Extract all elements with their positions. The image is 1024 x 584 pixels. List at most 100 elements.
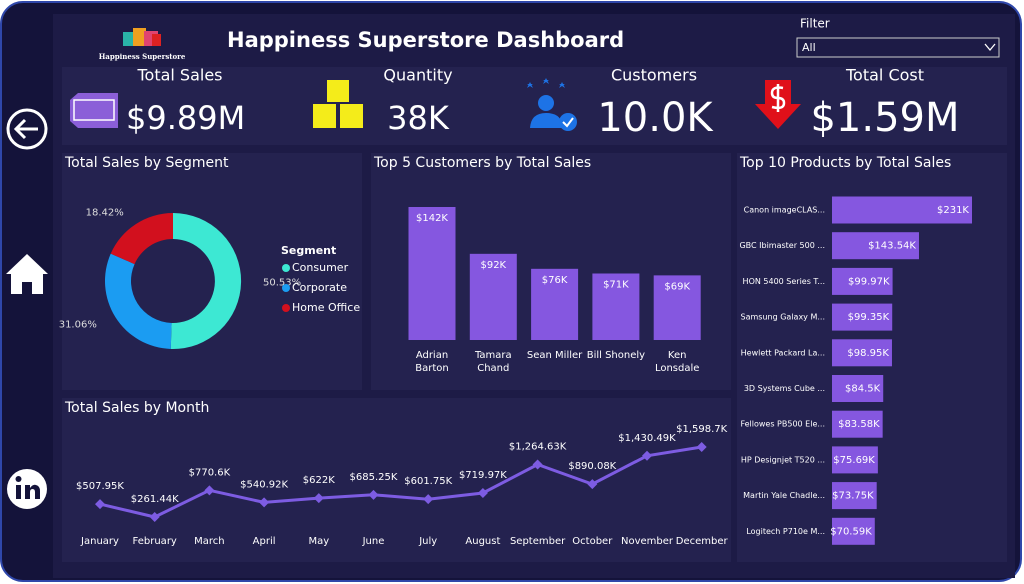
bar-label: $142K [416, 213, 448, 224]
logo [123, 28, 161, 46]
point-label: $1,264.63K [509, 441, 567, 452]
bar-label: $99.97K [848, 276, 890, 287]
point-label: $770.6K [189, 467, 231, 478]
bar-label: $92K [480, 260, 506, 271]
bar-label: $70.59K [830, 526, 872, 537]
filter-label: Filter [800, 17, 830, 31]
slice-label: 18.42% [86, 207, 124, 218]
bar [832, 196, 972, 224]
bar-label: $231K [937, 205, 969, 216]
line [99, 445, 702, 519]
x-tick-label: December [676, 536, 729, 547]
bar [832, 303, 893, 331]
point-label: $719.97K [459, 470, 507, 481]
point [149, 512, 160, 522]
x-tick-label: June [362, 536, 385, 547]
kpi-label: Total Sales [136, 66, 222, 85]
legend-label: Corporate [292, 281, 347, 294]
sale-icon [70, 93, 118, 128]
y-tick-label: Martin Yale Chadle... [743, 491, 825, 500]
bar-label: $143.54K [868, 241, 916, 252]
point-label: $507.95K [76, 481, 124, 492]
y-tick-label: Hewlett Packard La... [741, 348, 825, 357]
point [423, 494, 434, 505]
pie-slice [170, 212, 242, 349]
bar [832, 517, 875, 545]
point-label: $261.44K [131, 494, 179, 505]
legend-label: Home Office [292, 301, 360, 314]
point [368, 489, 379, 500]
point [477, 487, 488, 498]
kpi-value: 10.0K [597, 95, 714, 141]
pie-slice [110, 213, 173, 265]
boxes-icon [313, 80, 363, 128]
home-button[interactable] [6, 254, 48, 294]
filter-dropdown[interactable]: All [796, 37, 1000, 58]
bar [592, 273, 640, 340]
x-tick-label: January [80, 536, 119, 547]
pie-slice [104, 253, 172, 349]
x-tick-label: Ken Lonsdale [654, 350, 700, 374]
point [532, 459, 543, 470]
x-tick-label: Adrian Barton [415, 350, 449, 374]
slice-label: 50.53% [263, 277, 301, 288]
bar-label: $75.69K [833, 455, 875, 466]
point-label: $685.25K [350, 472, 398, 483]
bar [653, 275, 701, 340]
kpi-value: $9.89M [126, 99, 245, 137]
kpi-value: 38K [387, 99, 450, 137]
bar [832, 267, 893, 295]
x-tick-label: July [418, 536, 437, 547]
point-label: $601.75K [404, 476, 452, 487]
y-tick-label: Fellowes PB500 Ele... [740, 420, 825, 429]
y-tick-label: HON 5400 Series T... [743, 277, 825, 286]
point-label: $1,430.49K [618, 433, 676, 444]
dashboard-title: Happiness Superstore Dashboard [227, 28, 624, 52]
bar [832, 482, 877, 510]
x-label-box: Bill Shonely [586, 350, 646, 361]
bar [832, 375, 884, 402]
kpi-label: Customers [611, 66, 697, 85]
bar [832, 446, 878, 474]
bar [408, 207, 456, 340]
y-tick-label: Logitech P710e M... [746, 527, 825, 536]
slice-label: 31.06% [59, 320, 97, 331]
point-label: $622K [303, 475, 335, 486]
kpi-label: Total Cost [845, 66, 924, 85]
x-tick-label: April [253, 536, 276, 547]
bar-label: $76K [542, 275, 568, 286]
x-tick-label: March [194, 536, 224, 547]
back-button[interactable] [6, 108, 48, 150]
chart-title: Total Sales by Segment [64, 155, 229, 171]
chart-title: Top 5 Customers by Total Sales [373, 155, 591, 171]
point [642, 450, 652, 461]
chart-title: Top 10 Products by Total Sales [739, 155, 951, 171]
bar [832, 339, 892, 367]
point [313, 493, 324, 504]
x-label-box: Sean Miller [527, 350, 582, 361]
bar [531, 268, 579, 340]
x-tick-label: November [621, 536, 674, 547]
x-tick-label: September [510, 536, 566, 547]
point [696, 442, 707, 452]
y-tick-label: Samsung Galaxy M... [741, 313, 825, 322]
kpi-label: Quantity [383, 66, 452, 85]
bar [469, 253, 517, 340]
y-tick-label: HP Designjet T520 ... [741, 455, 825, 464]
point [259, 497, 270, 508]
point-label: $1,598.7K [676, 424, 728, 435]
bar [832, 410, 883, 438]
x-label-box: Tamara Chand [474, 350, 512, 374]
filter-value: All [802, 41, 816, 54]
bar-label: $69K [664, 281, 690, 292]
x-tick-label: Bill Shonely [586, 350, 646, 361]
legend-swatch [282, 264, 290, 272]
linkedin-button[interactable] [7, 469, 47, 509]
x-tick-label: Tamara Chand [474, 350, 512, 374]
bar [832, 232, 919, 260]
cost-icon [755, 80, 801, 129]
point-label: $890.08K [568, 461, 616, 472]
y-tick-label: Canon imageCLAS... [744, 206, 825, 215]
chart-card [62, 398, 731, 562]
